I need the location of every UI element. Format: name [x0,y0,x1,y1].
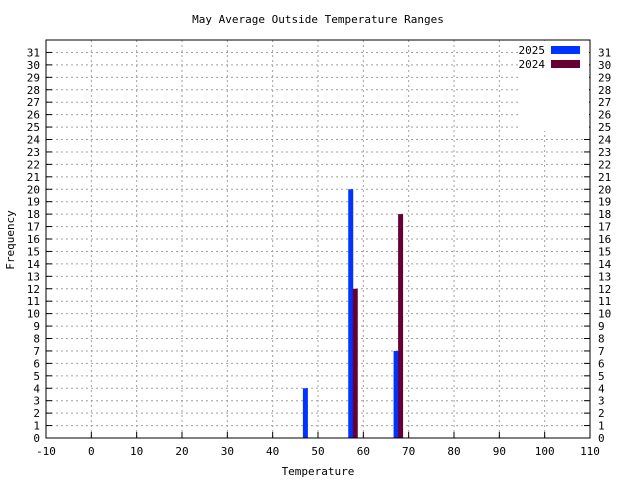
y-tick-label-right: 24 [598,134,612,147]
y-tick-label: 0 [33,432,40,445]
grid-lines [46,40,590,438]
legend-label-2024: 2024 [519,58,546,71]
y-tick-label-right: 26 [598,109,611,122]
y-tick-label-right: 30 [598,59,611,72]
bar-2025 [393,350,399,438]
y-tick-label-right: 13 [598,270,611,283]
y-tick-label: 17 [27,221,40,234]
y-tick-label: 19 [27,196,40,209]
bar-2024 [398,214,404,438]
y-tick-label-right: 7 [598,345,605,358]
y-tick-label-right: 27 [598,96,611,109]
y-tick-label-right: 3 [598,395,605,408]
x-tick-label: 40 [266,445,279,458]
bar-2024 [352,288,358,438]
y-tick-label: 11 [27,295,40,308]
y-tick-label: 8 [33,333,40,346]
y-tick-label-right: 2 [598,407,605,420]
y-tick-label: 25 [27,121,40,134]
legend-swatch-2025 [551,46,580,54]
x-tick-label: 30 [221,445,234,458]
y-tick-label-right: 16 [598,233,611,246]
x-tick-label: 80 [447,445,460,458]
y-tick-label-right: 29 [598,71,611,84]
x-tick-label: 100 [535,445,555,458]
y-tick-label-right: 11 [598,295,611,308]
bar-2025 [348,189,354,438]
y-tick-label-right: 31 [598,46,611,59]
y-tick-label: 23 [27,146,40,159]
x-tick-label: 90 [493,445,506,458]
y-axis-label: Frequency [4,210,17,270]
y-tick-label: 22 [27,158,40,171]
y-tick-label-right: 10 [598,308,611,321]
x-tick-label: 0 [88,445,95,458]
y-tick-label-right: 20 [598,183,611,196]
y-tick-label-right: 18 [598,208,611,221]
y-tick-label-right: 5 [598,370,605,383]
y-tick-label-right: 14 [598,258,612,271]
y-tick-label: 7 [33,345,40,358]
y-tick-label: 6 [33,357,40,370]
y-tick-label-right: 0 [598,432,605,445]
legend-background [520,41,589,131]
y-tick-label: 2 [33,407,40,420]
y-tick-label: 27 [27,96,40,109]
y-tick-label: 13 [27,270,40,283]
y-tick-label: 28 [27,84,40,97]
y-tick-label: 29 [27,71,40,84]
y-tick-label-right: 22 [598,158,611,171]
y-tick-label-right: 12 [598,283,611,296]
y-tick-label-right: 1 [598,420,605,433]
x-tick-label: 70 [402,445,415,458]
y-tick-label: 14 [27,258,41,271]
y-tick-label-right: 21 [598,171,611,184]
y-tick-label: 26 [27,109,40,122]
y-tick-label: 16 [27,233,40,246]
plot-frame [45,39,591,439]
bar-2025 [302,388,308,438]
y-tick-label: 10 [27,308,40,321]
y-tick-label: 3 [33,395,40,408]
legend-swatch-2024 [551,60,580,68]
x-tick-label: 10 [130,445,143,458]
y-tick-label-right: 17 [598,221,611,234]
x-tick-label: 50 [311,445,324,458]
y-tick-label: 20 [27,183,40,196]
y-tick-label-right: 23 [598,146,611,159]
y-tick-label-right: 8 [598,333,605,346]
y-tick-label: 15 [27,245,40,258]
bars [302,189,404,438]
y-tick-label: 4 [33,382,40,395]
y-tick-label-right: 9 [598,320,605,333]
y-tick-label: 31 [27,46,40,59]
y-tick-label: 18 [27,208,40,221]
y-tick-label-right: 19 [598,196,611,209]
x-tick-label: 20 [175,445,188,458]
y-tick-label-right: 4 [598,382,605,395]
y-tick-label-right: 6 [598,357,605,370]
y-tick-label: 9 [33,320,40,333]
y-tick-label-right: 25 [598,121,611,134]
y-tick-label: 5 [33,370,40,383]
y-tick-label-right: 15 [598,245,611,258]
y-tick-label: 12 [27,283,40,296]
y-tick-label: 30 [27,59,40,72]
chart-title: May Average Outside Temperature Ranges [192,13,444,26]
y-tick-label: 21 [27,171,40,184]
x-axis-label: Temperature [282,465,355,478]
x-tick-label: 110 [580,445,600,458]
x-tick-label: -10 [36,445,56,458]
legend-label-2025: 2025 [519,44,546,57]
y-tick-label-right: 28 [598,84,611,97]
y-tick-label: 1 [33,420,40,433]
x-tick-label: 60 [357,445,370,458]
y-tick-label: 24 [27,134,41,147]
